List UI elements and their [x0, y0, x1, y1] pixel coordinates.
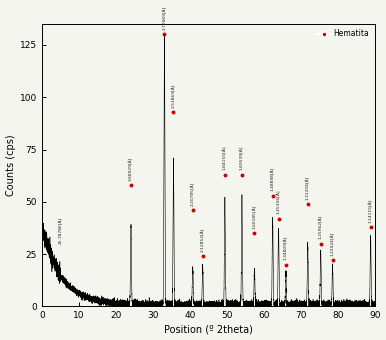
Text: 2.70069[Å]: 2.70069[Å]	[163, 6, 166, 30]
Text: 1.14115[Å]: 1.14115[Å]	[369, 198, 373, 223]
Text: 3.68929[Å]: 3.68929[Å]	[129, 157, 133, 181]
Text: 2.20785[Å]: 2.20785[Å]	[191, 182, 195, 206]
Y-axis label: Counts (cps): Counts (cps)	[5, 134, 15, 196]
Legend: Hematita: Hematita	[315, 28, 371, 40]
Text: 25.78786[Å]: 25.78786[Å]	[59, 217, 63, 244]
Text: 2.51869[Å]: 2.51869[Å]	[171, 83, 176, 108]
Text: 1.31204[Å]: 1.31204[Å]	[306, 175, 310, 200]
Text: 1.60185[Å]: 1.60185[Å]	[252, 205, 257, 229]
Text: 1.69539[Å]: 1.69539[Å]	[240, 146, 244, 170]
Text: 1.34809[Å]: 1.34809[Å]	[284, 236, 288, 260]
Text: 1.84155[Å]: 1.84155[Å]	[223, 146, 227, 170]
Text: 1.25962[Å]: 1.25962[Å]	[318, 215, 323, 239]
Text: 1.45356[Å]: 1.45356[Å]	[276, 190, 281, 214]
Text: 1.48898[Å]: 1.48898[Å]	[271, 167, 275, 191]
X-axis label: Position (º 2theta): Position (º 2theta)	[164, 324, 253, 335]
Text: 1.22024[Å]: 1.22024[Å]	[330, 232, 335, 256]
Text: 2.12852[Å]: 2.12852[Å]	[201, 228, 205, 252]
